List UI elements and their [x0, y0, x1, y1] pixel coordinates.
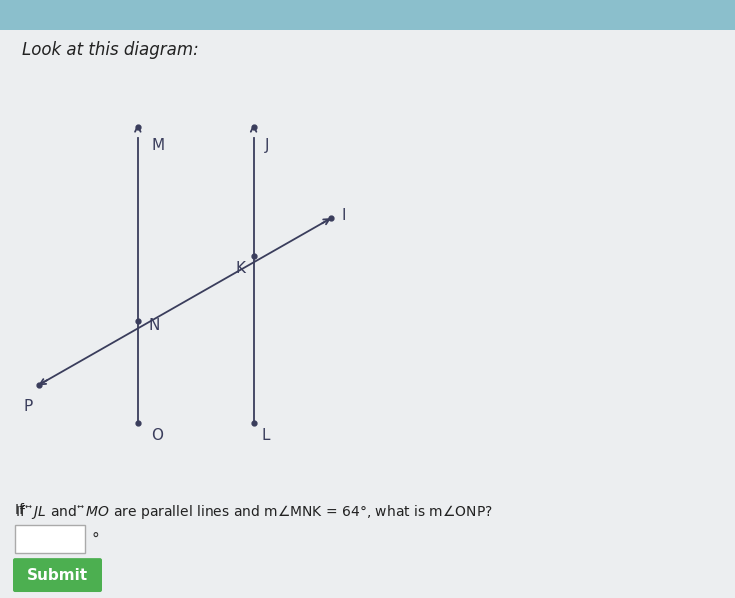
- Text: Look at this diagram:: Look at this diagram:: [22, 41, 198, 59]
- Text: I: I: [342, 208, 346, 223]
- Text: K: K: [235, 261, 245, 276]
- Text: If: If: [15, 504, 29, 517]
- FancyBboxPatch shape: [13, 558, 102, 592]
- Text: °: °: [92, 532, 100, 547]
- FancyBboxPatch shape: [0, 24, 735, 598]
- Text: N: N: [148, 318, 160, 333]
- Text: If $\overleftrightarrow{JL}$ and $\overleftrightarrow{MO}$ are parallel lines an: If $\overleftrightarrow{JL}$ and $\overl…: [15, 504, 492, 521]
- FancyBboxPatch shape: [15, 525, 85, 553]
- Text: M: M: [151, 138, 165, 152]
- Text: P: P: [24, 398, 33, 414]
- Text: J: J: [265, 138, 269, 152]
- Text: O: O: [151, 428, 164, 443]
- Text: L: L: [262, 428, 270, 443]
- Text: Submit: Submit: [26, 568, 87, 582]
